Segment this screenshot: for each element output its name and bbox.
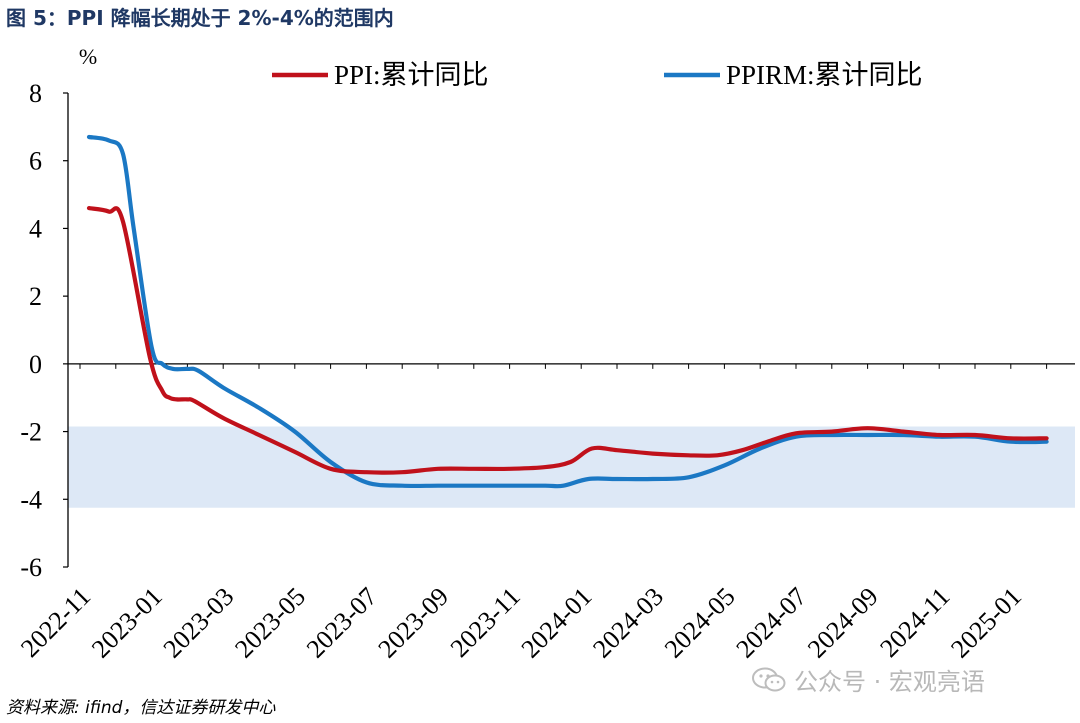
x-tick-label: 2024-09 [802, 582, 884, 664]
y-tick-label: -6 [20, 553, 42, 582]
wechat-icon [752, 667, 786, 691]
legend-label-ppirm: PPIRM:累计同比 [726, 60, 923, 90]
series-line-ppi [86, 206, 1049, 475]
x-tick-label: 2023-03 [158, 582, 240, 664]
x-tick-label: 2023-05 [229, 582, 311, 664]
range-band [68, 426, 1075, 508]
legend-label-ppi: PPI:累计同比 [334, 60, 489, 90]
watermark-text: 公众号 · 宏观亮语 [794, 668, 985, 696]
x-tick-label: 2023-11 [445, 582, 526, 663]
y-tick-label: 6 [29, 147, 42, 176]
series-line-ppirm [86, 134, 1049, 489]
chart-title: 图 5：PPI 降幅长期处于 2%-4%的范围内 [6, 6, 394, 30]
x-tick-label: 2023-09 [372, 582, 454, 664]
y-tick-label: 0 [29, 350, 42, 379]
y-tick-label: -2 [20, 418, 42, 447]
x-tick-label: 2024-11 [874, 582, 955, 663]
y-tick-label: -4 [20, 485, 42, 514]
y-tick-label: 4 [29, 214, 42, 243]
watermark: 公众号 · 宏观亮语 [752, 662, 985, 697]
y-axis-label: % [79, 44, 97, 69]
y-tick-label: 8 [29, 79, 42, 108]
x-tick-label: 2024-01 [516, 582, 598, 664]
x-tick-label: 2024-07 [730, 582, 812, 664]
source-note: 资料来源: ifind，信达证券研发中心 [6, 698, 276, 718]
x-tick-label: 2024-05 [659, 582, 741, 664]
x-tick-label: 2022-11 [15, 582, 96, 663]
x-tick-label: 2023-01 [86, 582, 168, 664]
y-tick-label: 2 [29, 282, 42, 311]
x-tick-label: 2024-03 [587, 582, 669, 664]
x-tick-label: 2023-07 [301, 582, 383, 664]
chart-area: 8 6 4 2 0 -2 -4 -6% 2022-112023-012023-032023-05… [15, 44, 1075, 664]
x-tick-label: 2025-01 [945, 582, 1027, 664]
